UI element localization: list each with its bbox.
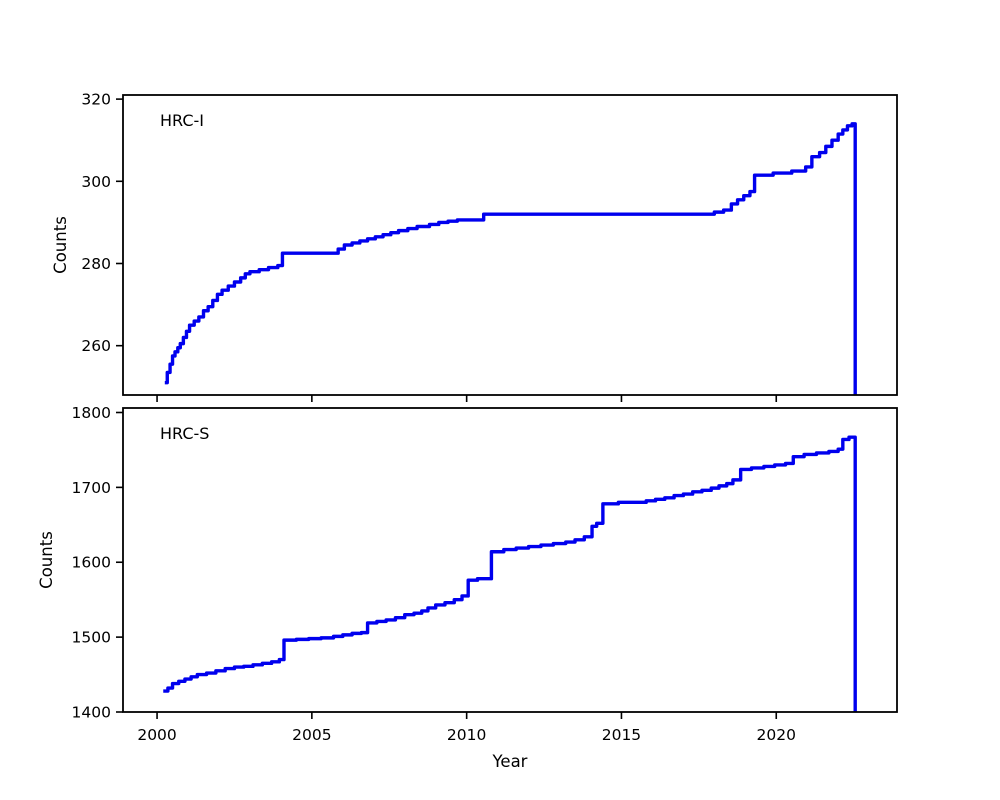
x-tick-label: 2020	[757, 726, 796, 744]
y-tick-label: 280	[81, 255, 111, 273]
y-tick-label: 1800	[72, 404, 111, 422]
y-tick-label: 300	[81, 173, 111, 191]
hrc-i-panel-label: HRC-I	[160, 111, 204, 130]
x-tick-label: 2005	[292, 726, 331, 744]
hrc-i-series-line	[164, 122, 857, 395]
hrc-i-axes-frame	[122, 94, 898, 396]
hrc-s-axes-frame	[122, 407, 898, 713]
hrc-i-y-axis-label: Counts	[51, 216, 70, 274]
x-axis-label: Year	[492, 752, 528, 771]
y-tick-label: 260	[81, 337, 111, 355]
x-tick-label: 2010	[447, 726, 486, 744]
y-tick-label: 1700	[72, 479, 111, 497]
panel-hrc-s: 1400 1500 1600 1700 1800 2000 2005 2010 2015 2020…	[37, 404, 898, 771]
hrc-s-y-axis-label: Counts	[37, 531, 56, 589]
panel-hrc-i: 260 280 300 320 Counts HRC-I	[51, 91, 898, 402]
y-tick-label: 320	[81, 91, 111, 109]
hrc-s-panel-label: HRC-S	[160, 424, 209, 443]
x-tick-label: 2015	[602, 726, 641, 744]
hrc-s-series-line	[163, 435, 857, 712]
x-tick-label: 2000	[137, 726, 176, 744]
y-tick-label: 1500	[72, 629, 111, 647]
y-tick-label: 1400	[72, 704, 111, 722]
y-tick-label: 1600	[72, 554, 111, 572]
